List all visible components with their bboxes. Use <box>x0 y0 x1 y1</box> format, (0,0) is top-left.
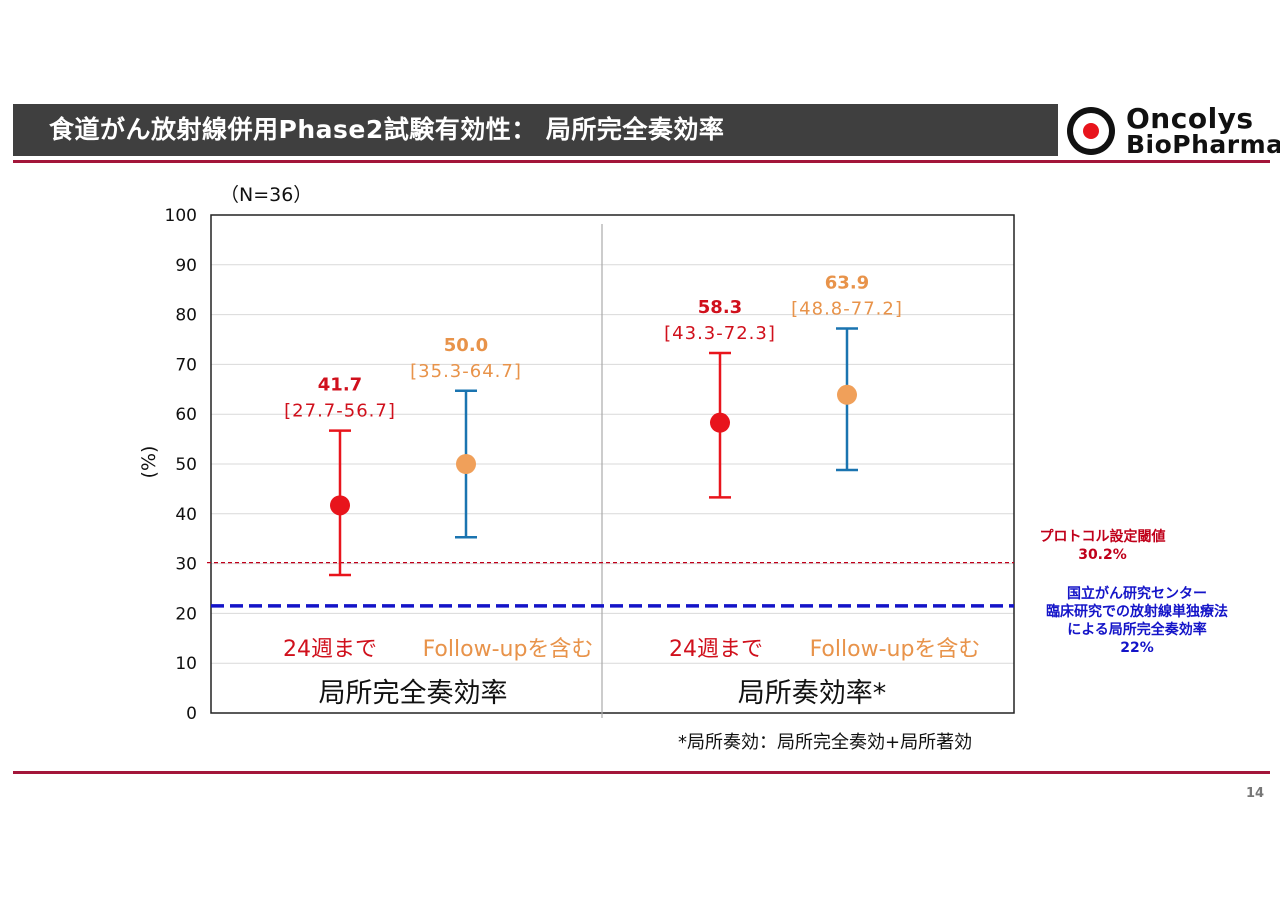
y-tick-label: 50 <box>175 455 197 475</box>
category-label: 24週まで <box>669 637 763 662</box>
ncc-reference-note: 国立がん研究センター 臨床研究での放射線単独療法 による局所完全奏効率 22% <box>1022 585 1252 657</box>
y-tick-label: 90 <box>175 256 197 276</box>
protocol-threshold-value: 30.2% <box>1078 547 1127 563</box>
footnote: *局所奏効：局所完全奏効+局所著効 <box>678 732 973 753</box>
ci-label: [48.8-77.2] <box>791 299 903 320</box>
group-label: 局所完全奏効率 <box>319 678 508 709</box>
ncc-reference-line1: 国立がん研究センター <box>1067 586 1207 602</box>
y-tick-label: 80 <box>175 306 197 326</box>
ci-label: [35.3-64.7] <box>410 361 522 382</box>
protocol-threshold-label: プロトコル設定閾値 <box>1039 529 1166 545</box>
group-label: 局所奏効率* <box>738 678 887 709</box>
y-tick-label: 20 <box>175 604 197 624</box>
category-label: Follow-upを含む <box>810 637 981 662</box>
data-point <box>710 412 730 433</box>
logo-mark-icon <box>1067 107 1115 155</box>
data-value-label: 58.3 <box>698 297 742 318</box>
logo-text-line1: Oncolys <box>1126 102 1254 135</box>
data-point <box>330 495 350 516</box>
data-value-label: 41.7 <box>318 375 362 396</box>
data-point <box>456 454 476 474</box>
slide-header: 食道がん放射線併用Phase2試験有効性： 局所完全奏効率 <box>13 104 1058 156</box>
sample-size-label: （N=36） <box>220 184 313 206</box>
page-number: 14 <box>1246 786 1265 801</box>
y-tick-label: 60 <box>175 405 197 425</box>
y-tick-label: 30 <box>175 555 197 575</box>
data-point <box>837 384 857 405</box>
y-axis-label: (%) <box>138 445 160 479</box>
ncc-reference-line2: 臨床研究での放射線単独療法 <box>1046 604 1228 620</box>
plot-frame <box>210 214 1015 714</box>
company-logo: Oncolys BioPharma <box>1064 102 1280 159</box>
ncc-reference-line3: による局所完全奏効率 <box>1067 622 1207 638</box>
y-tick-label: 40 <box>175 505 197 525</box>
data-value-label: 63.9 <box>825 273 869 294</box>
footer-rule <box>13 771 1270 774</box>
header-rule <box>13 160 1270 163</box>
y-tick-label: 10 <box>175 654 197 674</box>
category-label: Follow-upを含む <box>423 637 594 662</box>
ci-label: [27.7-56.7] <box>284 401 396 422</box>
protocol-threshold-note: プロトコル設定閾値 30.2% <box>1030 528 1175 564</box>
y-tick-label: 100 <box>165 206 197 226</box>
ncc-reference-value: 22% <box>1120 640 1154 656</box>
slide-title: 食道がん放射線併用Phase2試験有効性： 局所完全奏効率 <box>49 115 725 144</box>
y-tick-label: 0 <box>186 704 197 724</box>
logo-text-line2: BioPharma <box>1126 130 1280 159</box>
data-value-label: 50.0 <box>444 335 488 356</box>
ci-label: [43.3-72.3] <box>664 323 776 344</box>
category-label: 24週まで <box>283 637 377 662</box>
y-tick-label: 70 <box>175 355 197 375</box>
